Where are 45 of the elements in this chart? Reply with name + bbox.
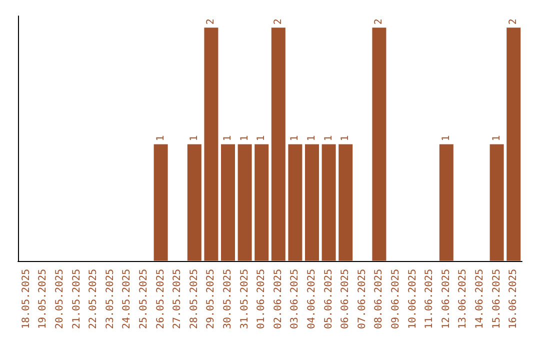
data-label: 1 — [323, 135, 334, 142]
x-tick-label: 22.05.2025 — [88, 268, 100, 330]
data-label: 1 — [155, 135, 166, 142]
x-tick-label: 29.05.2025 — [206, 268, 217, 330]
x-tick-label: 18.05.2025 — [20, 268, 32, 330]
data-label: 2 — [272, 18, 284, 25]
x-tick-label: 26.05.2025 — [155, 268, 166, 330]
x-tick-label: 02.06.2025 — [272, 268, 284, 330]
x-tick-label: 03.06.2025 — [290, 268, 301, 330]
data-label: 2 — [508, 18, 520, 25]
x-tick-label: 10.06.2025 — [407, 268, 418, 330]
data-label: 1 — [256, 135, 268, 142]
x-tick-label: 13.06.2025 — [458, 268, 469, 330]
x-tick-label: 12.06.2025 — [440, 268, 452, 330]
x-tick-label: 08.06.2025 — [374, 268, 385, 330]
x-tick-label: 11.06.2025 — [424, 268, 436, 330]
x-tick-label: 28.05.2025 — [188, 268, 200, 330]
x-tick-label: 31.05.2025 — [239, 268, 250, 330]
data-label: 2 — [374, 18, 385, 25]
x-tick-label: 15.06.2025 — [491, 268, 502, 330]
x-tick-label: 20.05.2025 — [54, 268, 66, 330]
x-tick-label: 19.05.2025 — [38, 268, 49, 330]
x-tick-label: 06.06.2025 — [340, 268, 352, 330]
x-tick-label: 24.05.2025 — [122, 268, 133, 330]
data-label: 1 — [239, 135, 250, 142]
data-label: 2 — [206, 18, 217, 25]
data-label: 1 — [440, 135, 452, 142]
x-tick-label: 07.06.2025 — [356, 268, 368, 330]
data-label: 1 — [222, 135, 234, 142]
x-tick-label: 05.06.2025 — [323, 268, 334, 330]
x-tick-label: 09.06.2025 — [390, 268, 402, 330]
data-label: 1 — [290, 135, 301, 142]
x-tick-label: 25.05.2025 — [138, 268, 150, 330]
x-tick-label: 01.06.2025 — [256, 268, 268, 330]
x-tick-label: 16.06.2025 — [508, 268, 520, 330]
x-tick-label: 04.06.2025 — [306, 268, 318, 330]
x-tick-label: 21.05.2025 — [71, 268, 82, 330]
data-label: 1 — [491, 135, 502, 142]
x-tick-label: 23.05.2025 — [104, 268, 116, 330]
data-label: 1 — [306, 135, 318, 142]
x-tick-label: 27.05.2025 — [172, 268, 184, 330]
data-label: 1 — [340, 135, 352, 142]
data-label: 1 — [188, 135, 200, 142]
x-tick-label: 30.05.2025 — [222, 268, 234, 330]
x-tick-label: 14.06.2025 — [474, 268, 486, 330]
